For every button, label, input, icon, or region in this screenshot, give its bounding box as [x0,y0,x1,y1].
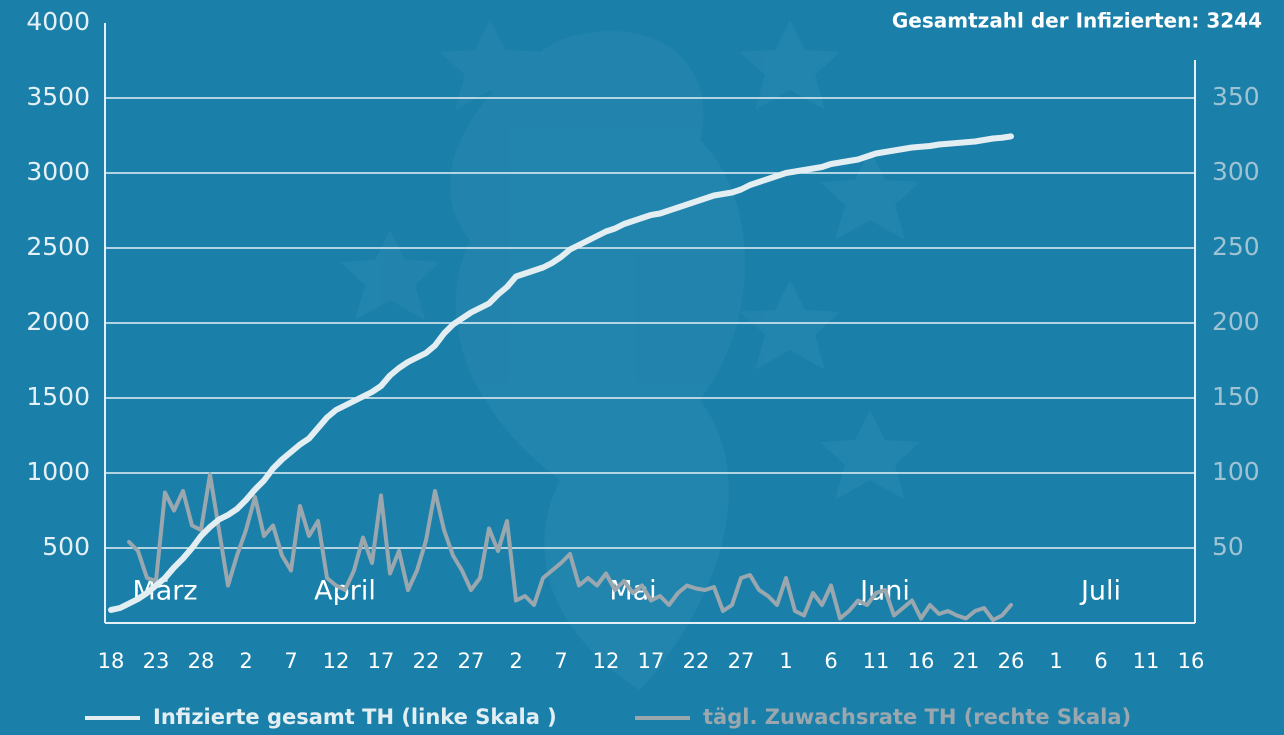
x-tick-label: 22 [683,649,710,673]
x-tick-label: 11 [863,649,890,673]
y-tick-label: 2500 [26,232,90,261]
y2-tick-label: 300 [1212,157,1260,186]
x-tick-label: 23 [143,649,170,673]
x-tick-label: 26 [998,649,1025,673]
y2-tick-label: 100 [1212,457,1260,486]
y2-tick-label: 150 [1212,382,1260,411]
x-tick-label: 27 [458,649,485,673]
x-tick-label: 1 [779,649,792,673]
y-tick-label: 4000 [26,7,90,36]
legend: Infizierte gesamt TH (linke Skala ) tägl.… [85,705,1131,729]
chart: Gesamtzahl der Infizierten: 3244 Infizie… [0,0,1284,735]
x-tick-label: 12 [323,649,350,673]
x-tick-label: 6 [824,649,837,673]
x-tick-label: 2 [239,649,252,673]
x-tick-label: 21 [953,649,980,673]
x-tick-label: 18 [98,649,125,673]
y-tick-label: 500 [42,532,90,561]
y-tick-label: 1000 [26,457,90,486]
x-tick-label: 27 [728,649,755,673]
x-tick-label: 17 [638,649,665,673]
legend-label: Infizierte gesamt TH (linke Skala ) [153,705,557,729]
x-tick-label: 22 [413,649,440,673]
x-tick-label: 17 [368,649,395,673]
x-tick-label: 7 [554,649,567,673]
y2-tick-label: 250 [1212,232,1260,261]
month-label: Juli [1079,576,1121,607]
legend-label: tägl. Zuwachsrate TH (rechte Skala) [703,705,1131,729]
y-tick-label: 3500 [26,82,90,111]
x-tick-label: 2 [509,649,522,673]
x-tick-label: 6 [1094,649,1107,673]
page: {"chart_data": {"type": "line", "title":… [0,0,1284,735]
x-tick-label: 28 [188,649,215,673]
x-tick-label: 12 [593,649,620,673]
x-tick-label: 7 [284,649,297,673]
y2-tick-label: 200 [1212,307,1260,336]
y-tick-label: 2000 [26,307,90,336]
x-tick-label: 16 [908,649,935,673]
x-tick-label: 16 [1178,649,1205,673]
y-tick-label: 3000 [26,157,90,186]
x-tick-label: 11 [1133,649,1160,673]
y2-tick-label: 50 [1212,532,1244,561]
y-tick-label: 1500 [26,382,90,411]
x-tick-label: 1 [1049,649,1062,673]
y2-tick-label: 350 [1212,82,1260,111]
chart-title: Gesamtzahl der Infizierten: 3244 [892,9,1262,33]
